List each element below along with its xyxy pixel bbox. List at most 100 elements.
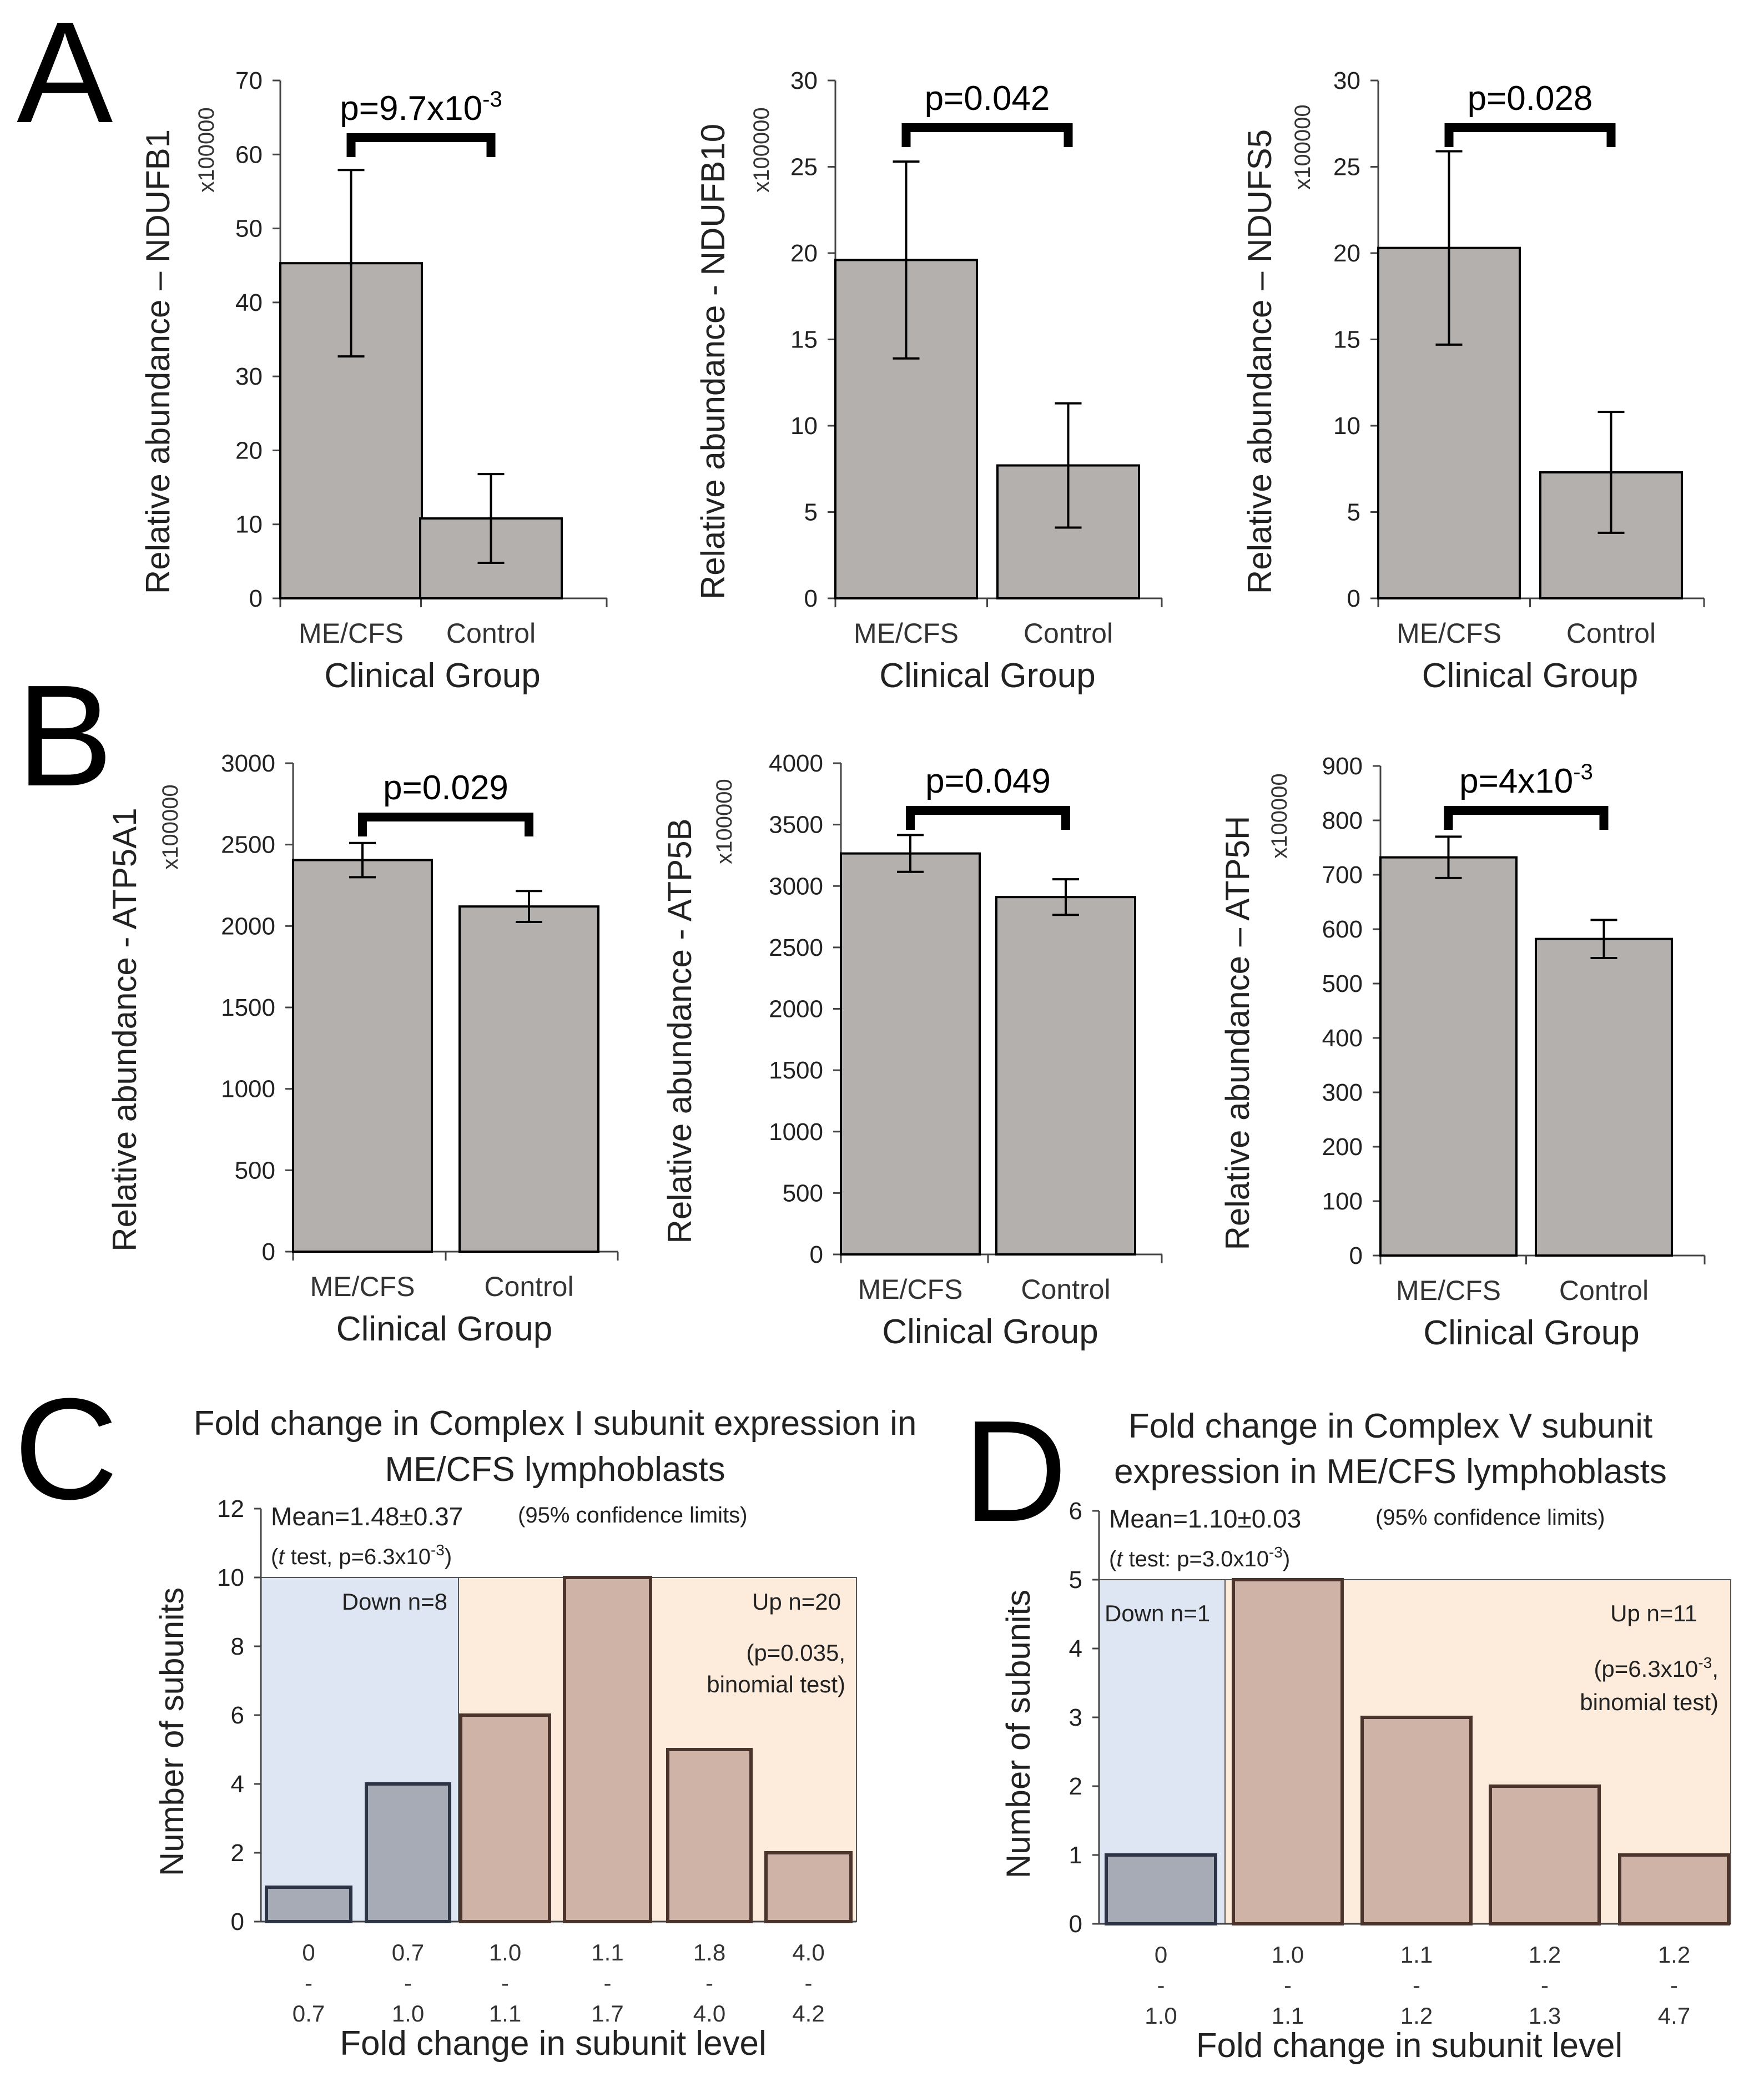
- bin-label: 1.2: [1400, 2003, 1433, 2029]
- y-tick-label: 4000: [769, 750, 823, 777]
- y-tick-label: 1: [1069, 1842, 1082, 1869]
- y-tick-label: 0: [810, 1241, 823, 1268]
- significance-bracket: [1444, 806, 1609, 830]
- y-tick-label: 0: [1069, 1910, 1082, 1938]
- p-value-label: p=0.049: [925, 762, 1051, 800]
- down-bar: [365, 1782, 451, 1923]
- y-tick-label: 4: [231, 1771, 244, 1798]
- binomial-label: (p=6.3x10-3,: [1594, 1654, 1718, 1682]
- y-axis-label: Number of subunits: [1000, 1590, 1037, 1878]
- y-tick-label: 30: [790, 67, 818, 94]
- y-tick-label: 2000: [769, 996, 823, 1023]
- bin-label: -: [1670, 1972, 1678, 1998]
- up-bar: [1232, 1578, 1344, 1925]
- y-axis-label: Relative abundance – NDUFB1: [139, 129, 177, 594]
- bar-mecfs: [840, 852, 981, 1256]
- y-axis-label: Number of subunits: [153, 1587, 190, 1876]
- y-tick-label: 0: [1349, 1242, 1363, 1269]
- category-label: Control: [1559, 1275, 1649, 1306]
- bin-label: -: [705, 1970, 713, 1996]
- y-tick-label: 60: [235, 141, 263, 168]
- chart-complex-v-histogram: Fold change in Complex V subunit expressi…: [1000, 1407, 1731, 2065]
- y-tick-label: 900: [1322, 753, 1363, 780]
- y-tick-label: 20: [235, 437, 263, 464]
- bin-label: 1.2: [1529, 1942, 1561, 1968]
- y-tick-label: 3: [1069, 1704, 1082, 1731]
- x-axis-label: Clinical Group: [324, 657, 540, 695]
- y-tick-label: 20: [790, 240, 818, 267]
- significance-bracket: [358, 813, 533, 836]
- y-tick-label: 500: [1322, 970, 1363, 997]
- bar-control: [458, 905, 599, 1253]
- y-tick-label: 10: [217, 1564, 244, 1591]
- chart-ndufs5: 0 5 10 15 20 25 30 ME/CFS Control Clinical Group R…: [1241, 67, 1705, 695]
- down-bar: [1105, 1853, 1217, 1925]
- y-tick-label: 4: [1069, 1635, 1082, 1662]
- down-count-label: Down n=1: [1105, 1600, 1210, 1626]
- category-label: ME/CFS: [310, 1271, 415, 1302]
- bin-label: 1.2: [1658, 1942, 1690, 1968]
- bin-label: 0: [1155, 1942, 1167, 1968]
- chart-atp5h: 0 100 200 300 400 500 600 700 800 900 ME/CFS Contro…: [1219, 753, 1706, 1352]
- y-axis-multiplier: x100000: [749, 107, 774, 192]
- up-bar: [764, 1851, 853, 1923]
- confidence-label: (95% confidence limits): [518, 1503, 748, 1528]
- up-bar: [1618, 1853, 1730, 1925]
- y-tick-label: 30: [1333, 67, 1360, 94]
- bar-control: [1535, 937, 1673, 1257]
- category-label: ME/CFS: [858, 1274, 963, 1305]
- bin-label: -: [404, 1970, 412, 1996]
- down-count-label: Down n=8: [342, 1589, 447, 1615]
- y-tick-label: 30: [235, 363, 263, 390]
- y-tick-label: 5: [1347, 499, 1360, 526]
- y-tick-label: 20: [1333, 240, 1360, 267]
- significance-bracket: [906, 806, 1070, 830]
- y-tick-label: 50: [235, 215, 263, 243]
- panel-letter-d: D: [963, 1391, 1067, 1552]
- bin-label: -: [1541, 1972, 1549, 1998]
- y-tick-label: 6: [231, 1702, 244, 1729]
- chart-atp5a1: 0 500 1000 1500 2000 2500 3000 ME/CFS Control Cli…: [106, 750, 619, 1348]
- y-tick-label: 12: [217, 1495, 244, 1523]
- y-tick-label: 6: [1069, 1498, 1082, 1525]
- up-bar: [1489, 1784, 1601, 1925]
- bin-label: 4.7: [1658, 2003, 1690, 2029]
- y-tick-label: 2500: [221, 831, 275, 859]
- bin-label: 0.7: [392, 1939, 424, 1965]
- category-label: Control: [446, 618, 536, 649]
- y-axis-multiplier: x100000: [1267, 773, 1292, 858]
- bin-label: 4.0: [792, 1939, 824, 1965]
- panel-letter-b: B: [17, 656, 113, 816]
- up-bar: [563, 1576, 652, 1923]
- y-tick-label: 8: [231, 1633, 244, 1660]
- down-bar: [265, 1886, 352, 1923]
- bin-label: -: [1284, 1972, 1292, 1998]
- x-axis-label: Clinical Group: [1423, 1314, 1639, 1352]
- y-axis-multiplier: x100000: [158, 784, 183, 869]
- category-label: Control: [1024, 618, 1113, 649]
- y-axis-multiplier: x100000: [712, 779, 737, 864]
- p-value-label: p=0.029: [383, 769, 508, 807]
- bin-label: 4.2: [792, 2000, 824, 2027]
- x-axis-label: Fold change in subunit level: [1196, 2027, 1623, 2065]
- y-tick-label: 0: [1347, 585, 1360, 612]
- y-tick-label: 200: [1322, 1133, 1363, 1161]
- y-tick-label: 25: [1333, 154, 1360, 181]
- category-label: ME/CFS: [299, 618, 404, 649]
- bin-label: -: [1157, 1972, 1165, 1998]
- y-tick-label: 0: [804, 585, 818, 612]
- y-tick-label: 1000: [769, 1118, 823, 1146]
- y-tick-label: 5: [804, 499, 818, 526]
- bin-label: -: [1413, 1972, 1420, 1998]
- y-axis-multiplier: x100000: [194, 107, 219, 192]
- up-bar: [666, 1748, 753, 1923]
- x-axis-label: Fold change in subunit level: [340, 2024, 767, 2063]
- y-tick-label: 0: [231, 1908, 244, 1935]
- y-tick-label: 1000: [221, 1076, 275, 1103]
- x-axis-label: Clinical Group: [1422, 657, 1638, 695]
- bin-label: 0: [302, 1939, 315, 1965]
- y-tick-label: 0: [262, 1238, 275, 1266]
- bar-mecfs: [1379, 856, 1518, 1257]
- chart-title: expression in ME/CFS lymphoblasts: [1114, 1453, 1667, 1491]
- p-value-label: p=0.028: [1468, 79, 1593, 118]
